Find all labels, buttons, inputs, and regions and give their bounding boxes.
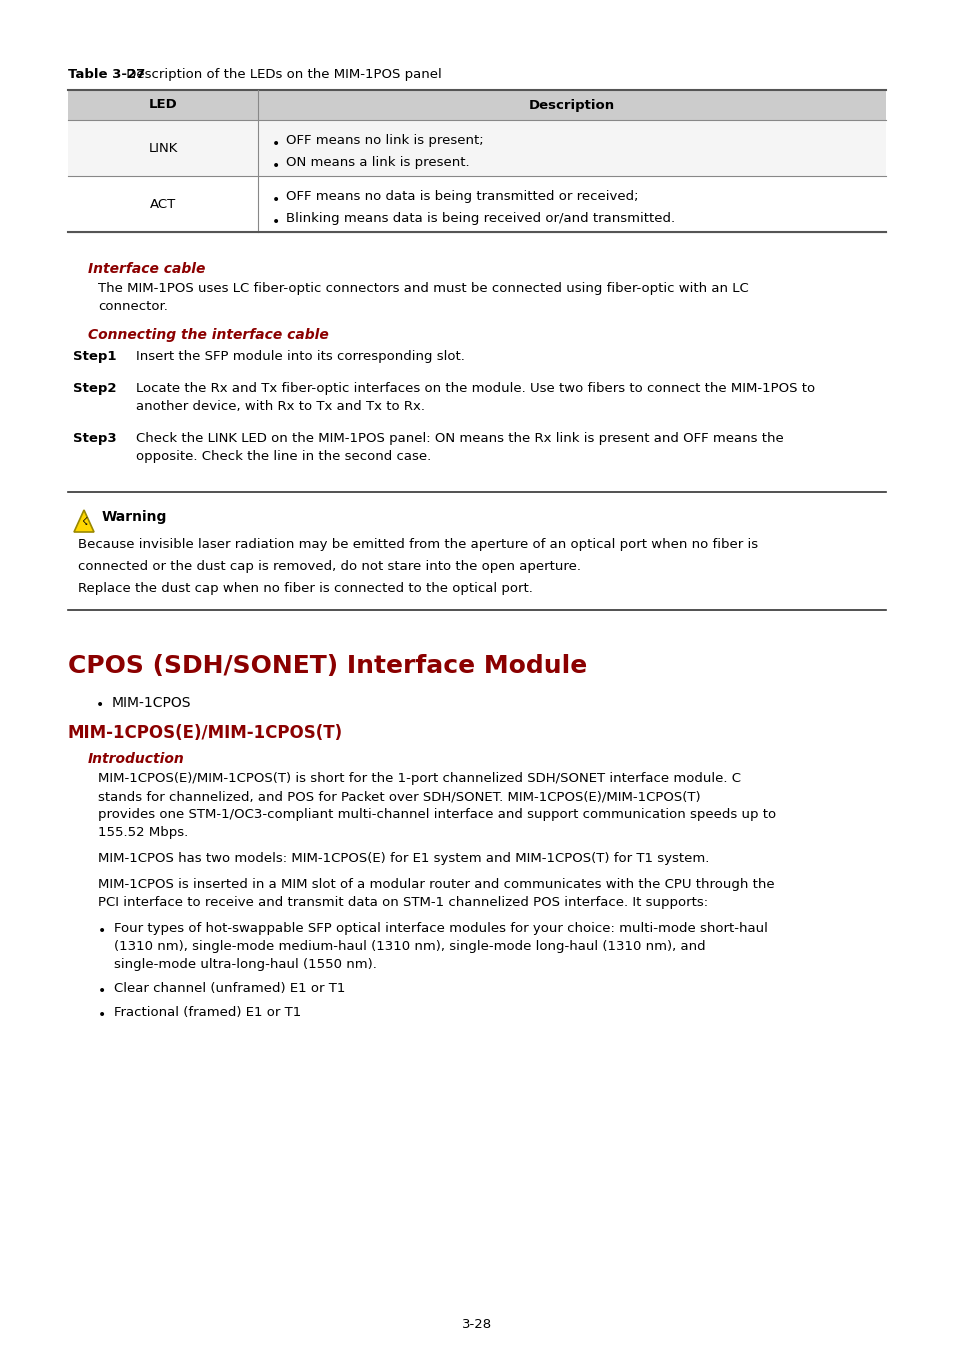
Text: ACT: ACT bbox=[150, 197, 176, 211]
Text: OFF means no link is present;: OFF means no link is present; bbox=[286, 134, 483, 147]
Text: LINK: LINK bbox=[148, 142, 177, 154]
Text: ☇: ☇ bbox=[81, 517, 87, 526]
Text: provides one STM-1/OC3-compliant multi-channel interface and support communicati: provides one STM-1/OC3-compliant multi-c… bbox=[98, 809, 776, 821]
Text: (1310 nm), single-mode medium-haul (1310 nm), single-mode long-haul (1310 nm), a: (1310 nm), single-mode medium-haul (1310… bbox=[113, 940, 705, 953]
FancyBboxPatch shape bbox=[68, 90, 885, 120]
Text: •: • bbox=[98, 1008, 106, 1022]
FancyBboxPatch shape bbox=[68, 120, 885, 176]
Text: •: • bbox=[98, 984, 106, 998]
Text: Introduction: Introduction bbox=[88, 752, 185, 765]
Text: MIM-1CPOS is inserted in a MIM slot of a modular router and communicates with th: MIM-1CPOS is inserted in a MIM slot of a… bbox=[98, 878, 774, 891]
Text: •: • bbox=[272, 159, 280, 173]
Text: MIM-1CPOS(E)/MIM-1CPOS(T) is short for the 1-port channelized SDH/SONET interfac: MIM-1CPOS(E)/MIM-1CPOS(T) is short for t… bbox=[98, 772, 740, 784]
Text: 155.52 Mbps.: 155.52 Mbps. bbox=[98, 826, 188, 838]
Text: Clear channel (unframed) E1 or T1: Clear channel (unframed) E1 or T1 bbox=[113, 981, 345, 995]
Text: connected or the dust cap is removed, do not stare into the open aperture.: connected or the dust cap is removed, do… bbox=[78, 560, 580, 572]
Text: Connecting the interface cable: Connecting the interface cable bbox=[88, 328, 329, 342]
Text: •: • bbox=[96, 698, 104, 711]
Text: Warning: Warning bbox=[102, 510, 167, 524]
Text: single-mode ultra-long-haul (1550 nm).: single-mode ultra-long-haul (1550 nm). bbox=[113, 958, 376, 971]
Text: Description: Description bbox=[528, 99, 615, 112]
Text: •: • bbox=[272, 215, 280, 230]
Text: Fractional (framed) E1 or T1: Fractional (framed) E1 or T1 bbox=[113, 1006, 301, 1019]
Text: Locate the Rx and Tx fiber-optic interfaces on the module. Use two fibers to con: Locate the Rx and Tx fiber-optic interfa… bbox=[136, 382, 814, 396]
Text: PCI interface to receive and transmit data on STM-1 channelized POS interface. I: PCI interface to receive and transmit da… bbox=[98, 896, 707, 909]
Text: connector.: connector. bbox=[98, 300, 168, 313]
Text: stands for channelized, and POS for Packet over SDH/SONET. MIM-1CPOS(E)/MIM-1CPO: stands for channelized, and POS for Pack… bbox=[98, 790, 700, 803]
Text: opposite. Check the line in the second case.: opposite. Check the line in the second c… bbox=[136, 450, 431, 463]
Text: Step1: Step1 bbox=[73, 350, 116, 363]
Text: Step3: Step3 bbox=[73, 432, 116, 446]
Text: The MIM-1POS uses LC fiber-optic connectors and must be connected using fiber-op: The MIM-1POS uses LC fiber-optic connect… bbox=[98, 282, 748, 296]
Text: CPOS (SDH/SONET) Interface Module: CPOS (SDH/SONET) Interface Module bbox=[68, 653, 587, 678]
Text: Interface cable: Interface cable bbox=[88, 262, 205, 275]
Text: •: • bbox=[98, 923, 106, 938]
Text: another device, with Rx to Tx and Tx to Rx.: another device, with Rx to Tx and Tx to … bbox=[136, 400, 424, 413]
FancyBboxPatch shape bbox=[68, 176, 885, 232]
Polygon shape bbox=[74, 510, 94, 532]
Text: Insert the SFP module into its corresponding slot.: Insert the SFP module into its correspon… bbox=[136, 350, 464, 363]
Text: Check the LINK LED on the MIM-1POS panel: ON means the Rx link is present and OF: Check the LINK LED on the MIM-1POS panel… bbox=[136, 432, 783, 446]
Text: MIM-1CPOS(E)/MIM-1CPOS(T): MIM-1CPOS(E)/MIM-1CPOS(T) bbox=[68, 724, 343, 742]
Text: Blinking means data is being received or/and transmitted.: Blinking means data is being received or… bbox=[286, 212, 675, 225]
Text: LED: LED bbox=[149, 99, 177, 112]
Text: ON means a link is present.: ON means a link is present. bbox=[286, 157, 469, 169]
Text: Because invisible laser radiation may be emitted from the aperture of an optical: Because invisible laser radiation may be… bbox=[78, 539, 758, 551]
Text: Replace the dust cap when no fiber is connected to the optical port.: Replace the dust cap when no fiber is co… bbox=[78, 582, 533, 595]
Text: Table 3-27: Table 3-27 bbox=[68, 68, 145, 81]
Text: Four types of hot-swappable SFP optical interface modules for your choice: multi: Four types of hot-swappable SFP optical … bbox=[113, 922, 767, 936]
Text: Description of the LEDs on the MIM-1POS panel: Description of the LEDs on the MIM-1POS … bbox=[122, 68, 441, 81]
Text: •: • bbox=[272, 193, 280, 207]
Text: MIM-1CPOS has two models: MIM-1CPOS(E) for E1 system and MIM-1CPOS(T) for T1 sys: MIM-1CPOS has two models: MIM-1CPOS(E) f… bbox=[98, 852, 709, 865]
Text: 3-28: 3-28 bbox=[461, 1318, 492, 1331]
Text: Step2: Step2 bbox=[73, 382, 116, 396]
Text: OFF means no data is being transmitted or received;: OFF means no data is being transmitted o… bbox=[286, 190, 638, 202]
Text: MIM-1CPOS: MIM-1CPOS bbox=[112, 697, 192, 710]
Text: •: • bbox=[272, 136, 280, 151]
